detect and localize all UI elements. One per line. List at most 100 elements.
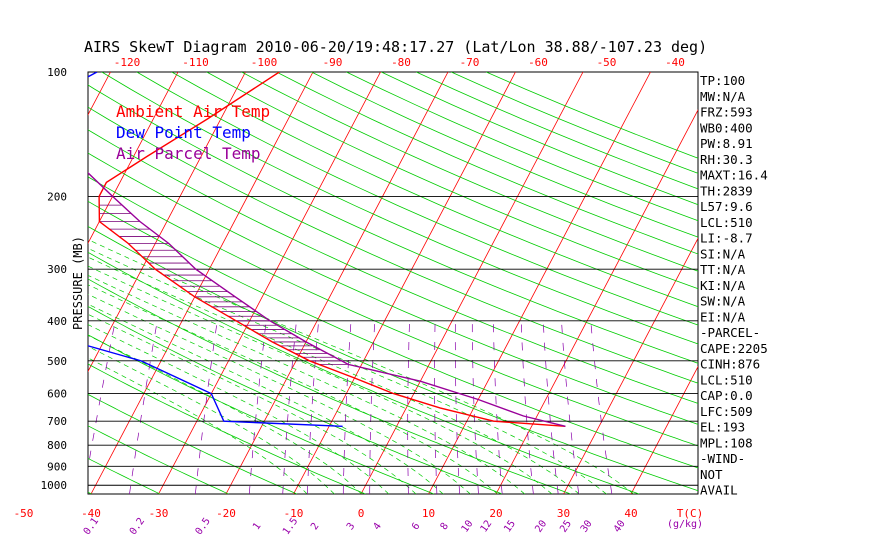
moist-adiabat-line bbox=[88, 247, 607, 494]
temp-axis-label: T(C) bbox=[677, 507, 704, 520]
mixing-ratio-label: 4 bbox=[371, 521, 383, 532]
temp-top-tick-label: -90 bbox=[323, 56, 343, 69]
moist-adiabat-line bbox=[88, 256, 580, 494]
dry-adiabat-line bbox=[88, 225, 698, 492]
mixing-ratio-label: 25 bbox=[558, 518, 574, 534]
index-entry: LFC:509 bbox=[700, 404, 753, 419]
temp-bottom-tick-label: -10 bbox=[284, 507, 304, 520]
isotherm-line bbox=[225, 72, 449, 494]
mixing-ratio-label: 30 bbox=[579, 518, 595, 534]
index-entry: KI:N/A bbox=[700, 278, 746, 293]
dry-adiabat-line bbox=[88, 84, 698, 364]
dry-adiabat-line bbox=[451, 72, 698, 174]
index-entry: EI:N/A bbox=[700, 309, 746, 324]
mixing-ratio-line bbox=[561, 320, 580, 494]
dry-adiabat-line bbox=[0, 72, 23, 494]
mixing-ratio-line bbox=[520, 320, 534, 494]
pressure-tick-label: 200 bbox=[47, 190, 67, 203]
isotherm-line bbox=[428, 72, 651, 494]
mixing-ratio-line bbox=[542, 320, 559, 494]
dry-adiabat-line bbox=[171, 72, 698, 308]
pressure-tick-label: 100 bbox=[47, 66, 67, 79]
plot-area bbox=[0, 71, 870, 495]
mixing-ratio-line bbox=[194, 320, 218, 494]
temp-top-tick-label: -40 bbox=[665, 56, 685, 69]
dry-adiabat-line bbox=[88, 305, 503, 494]
mixing-ratio-line bbox=[129, 320, 158, 494]
pressure-tick-label: 800 bbox=[47, 439, 67, 452]
ambient-air-temp-line bbox=[98, 72, 566, 427]
legend-ambient-air-temp: Ambient Air Temp bbox=[116, 102, 270, 121]
mixing-ratio-line bbox=[248, 320, 267, 494]
isotherm-line bbox=[766, 72, 870, 494]
mixing-ratio-label: 1 bbox=[251, 521, 263, 532]
mixing-ratio-label: 3 bbox=[345, 521, 357, 532]
dry-adiabat-line bbox=[88, 176, 698, 447]
mixing-ratio-line bbox=[88, 320, 116, 470]
temp-bottom-tick-label: -40 bbox=[81, 507, 101, 520]
index-entry: TP:100 bbox=[700, 73, 745, 88]
isotherm-line bbox=[88, 72, 111, 116]
moist-adiabat-line bbox=[88, 293, 471, 494]
dry-adiabat-line bbox=[88, 363, 366, 494]
isotherm-line bbox=[0, 72, 43, 494]
dry-adiabat-line bbox=[381, 72, 698, 206]
dry-adiabat-line bbox=[88, 334, 434, 494]
isotherm-line bbox=[90, 72, 314, 494]
moist-adiabat-line bbox=[88, 346, 335, 494]
temp-bottom-tick-label: 10 bbox=[422, 507, 435, 520]
temp-bottom-tick-label: 0 bbox=[358, 507, 365, 520]
index-entry: SW:N/A bbox=[700, 294, 746, 309]
dry-adiabat-line bbox=[136, 72, 698, 326]
dry-adiabat-line bbox=[88, 393, 298, 494]
mixing-ratio-line bbox=[282, 320, 297, 494]
index-entry: SI:N/A bbox=[700, 246, 746, 261]
index-entry: AVAIL bbox=[700, 483, 738, 498]
dry-adiabat-line bbox=[88, 152, 698, 425]
isotherm-line bbox=[630, 365, 698, 494]
legend: Ambient Air Temp Dew Point Temp Air Parc… bbox=[116, 102, 270, 163]
moist-adiabat-line bbox=[88, 284, 498, 494]
dew-point-temp-line bbox=[88, 72, 343, 427]
dry-adiabat-line bbox=[241, 72, 698, 272]
mixing-ratio-label: 6 bbox=[410, 521, 422, 532]
temp-bottom-tick-label: -30 bbox=[149, 507, 169, 520]
dry-adiabat-line bbox=[88, 200, 698, 469]
moist-adiabat-line bbox=[88, 357, 308, 494]
dry-adiabat-line bbox=[88, 129, 698, 404]
isotherm-line bbox=[360, 72, 584, 494]
legend-air-parcel-temp: Air Parcel Temp bbox=[116, 144, 261, 163]
index-entry: WB0:400 bbox=[700, 120, 753, 135]
dry-adiabat-line bbox=[486, 72, 698, 159]
mixing-ratio-line bbox=[306, 320, 319, 494]
index-entry: L57:9.6 bbox=[700, 199, 753, 214]
temp-bottom-tick-label: -50 bbox=[14, 507, 34, 520]
pressure-tick-label: 300 bbox=[47, 263, 67, 276]
mixing-ratio-label: 40 bbox=[612, 518, 628, 534]
moist-adiabat-line bbox=[88, 239, 634, 494]
temp-top-tick-label: -120 bbox=[114, 56, 141, 69]
dry-adiabat-line bbox=[88, 278, 571, 494]
index-entry: -PARCEL- bbox=[700, 325, 760, 340]
dry-adiabat-line bbox=[88, 457, 161, 494]
temp-top-tick-label: -100 bbox=[251, 56, 278, 69]
mixing-ratio-label: 15 bbox=[502, 518, 518, 534]
index-entry: CAP:0.0 bbox=[700, 388, 753, 403]
mixing-ratio-label: 8 bbox=[439, 521, 451, 532]
index-entry: CAPE:2205 bbox=[700, 341, 768, 356]
mixing-axis-label: (g/kg) bbox=[667, 519, 703, 530]
legend-dew-point-temp: Dew Point Temp bbox=[116, 123, 251, 142]
mixing-ratio-line bbox=[493, 320, 503, 494]
pressure-tick-label: 900 bbox=[47, 460, 67, 473]
mixing-ratio-label: 20 bbox=[533, 518, 549, 534]
isotherm-line bbox=[293, 72, 516, 494]
temp-bottom-tick-label: -20 bbox=[216, 507, 236, 520]
mixing-ratio-line bbox=[369, 320, 376, 494]
pressure-tick-label: 1000 bbox=[41, 479, 68, 492]
isotherm-line bbox=[563, 237, 698, 494]
isotherm-line bbox=[88, 72, 246, 373]
mixing-ratio-label: 12 bbox=[479, 518, 495, 534]
stability-indices: TP:100MW:N/AFRZ:593WB0:400PW:8.91RH:30.3… bbox=[700, 73, 768, 498]
air-parcel-temp-line bbox=[88, 171, 566, 427]
